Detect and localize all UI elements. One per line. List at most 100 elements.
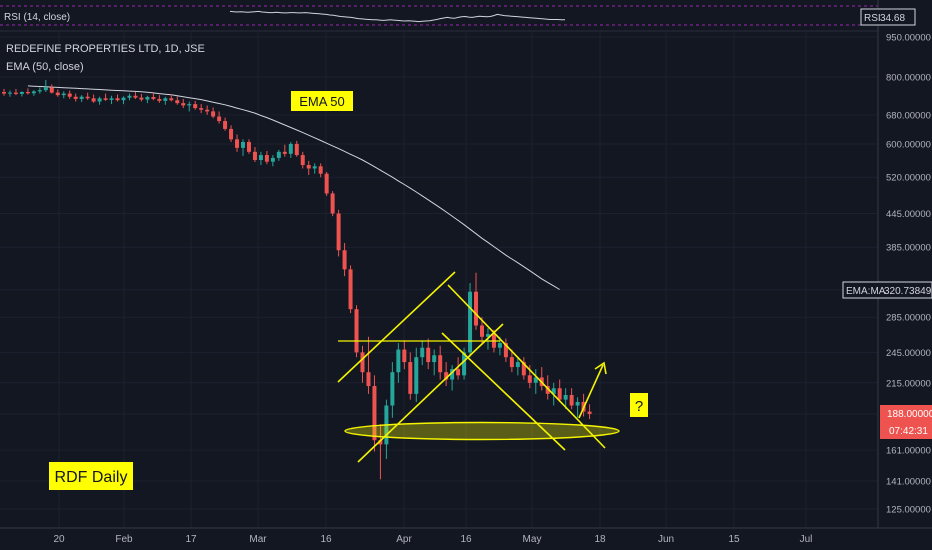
candle (217, 111, 222, 124)
price-scale[interactable]: 950.00000 800.00000 680.00000 600.00000 520.… (842, 0, 932, 528)
price-tick-label: 141.00000 (886, 476, 931, 487)
time-tick-label: 18 (594, 534, 606, 545)
candle (432, 349, 437, 376)
ema-legend[interactable]: EMA (50, close) (6, 61, 84, 73)
candle-body (7, 92, 12, 94)
ema-tag-value: 320.73849 (884, 286, 932, 297)
candle-body (569, 395, 574, 406)
price-tick-label: 125.00000 (886, 505, 931, 516)
support-zone-ellipse[interactable] (344, 421, 620, 441)
ema-label-background (291, 91, 353, 111)
candle-body (330, 193, 335, 214)
candle-body (246, 142, 251, 152)
candle-body (133, 95, 138, 98)
candle (235, 134, 240, 152)
candle-body (390, 372, 395, 406)
price-tick-label: 800.00000 (886, 72, 931, 83)
candle-body (426, 347, 431, 363)
symbol-legend[interactable]: REDEFINE PROPERTIES LTD, 1D, JSE (6, 43, 205, 55)
candle-body (163, 98, 168, 101)
candle (73, 93, 78, 102)
breakout-arrow-head[interactable] (594, 361, 607, 375)
candle-body (551, 388, 556, 394)
time-tick-label: Apr (396, 534, 412, 545)
candle (139, 93, 144, 102)
channel-lower-line[interactable] (441, 332, 566, 451)
candle (474, 272, 479, 330)
breakout-arrow-shaft[interactable] (578, 364, 604, 419)
ema-label-text: EMA 50 (299, 94, 345, 109)
candle (563, 388, 568, 410)
candle (205, 105, 210, 115)
candle (282, 144, 287, 157)
time-tick-label: 16 (320, 534, 332, 545)
candle (115, 94, 120, 102)
channel-upper-line[interactable] (447, 284, 606, 449)
candle-body (366, 372, 371, 387)
candle (480, 317, 484, 344)
rsi-pane[interactable]: RSI (14, close) (0, 0, 878, 30)
candle (109, 95, 114, 105)
title-box[interactable]: RDF Daily (49, 462, 133, 490)
candle (25, 88, 30, 95)
candle (103, 93, 108, 101)
triangle-left-lower-line[interactable] (357, 323, 504, 463)
candle (241, 139, 245, 156)
candle (336, 209, 341, 257)
candle-body (456, 369, 461, 376)
candle-body (563, 395, 568, 400)
ema-tag-label: EMA:MA (846, 286, 886, 297)
candle (97, 96, 102, 105)
candle-body (276, 151, 281, 158)
candle-body (402, 349, 407, 363)
triangle-left-upper-line[interactable] (337, 271, 456, 383)
candle (264, 151, 269, 165)
question-box[interactable]: ? (630, 393, 648, 417)
candle-body (229, 128, 234, 140)
rsi-tag-label: RSI (864, 13, 881, 24)
price-tick-label: 950.00000 (886, 33, 931, 44)
candle (288, 142, 293, 158)
drawings[interactable] (337, 271, 620, 463)
title-box-background (49, 462, 133, 490)
candle-body (25, 92, 30, 94)
candle-body (587, 411, 592, 415)
candle-body (420, 347, 425, 358)
candle (19, 91, 24, 97)
candle (408, 352, 413, 400)
candle-body (521, 362, 526, 376)
candle (360, 345, 365, 383)
candle-body (527, 375, 532, 383)
last-price-box (880, 405, 932, 439)
candle (175, 96, 180, 105)
candle-body (91, 98, 96, 102)
candle-body (497, 343, 502, 348)
time-tick-label: Jun (658, 534, 674, 545)
candle-body (414, 357, 419, 394)
candle-body (43, 87, 48, 91)
candle (456, 357, 461, 380)
candle (569, 388, 574, 410)
candle-body (139, 97, 144, 100)
time-axis[interactable]: 20 Feb 17 Mar 16 Apr 16 May 18 Jun 15 Jul (0, 527, 932, 550)
candle-body (205, 109, 210, 112)
ema-line-group (27, 85, 560, 290)
last-price-value: 188.00000 (887, 409, 932, 420)
ema-label-box[interactable]: EMA 50 (291, 91, 353, 111)
candle-body (85, 96, 90, 99)
candle (420, 340, 425, 366)
candle (37, 87, 42, 94)
candle (13, 88, 18, 96)
candle-body (187, 104, 192, 106)
candle (300, 151, 305, 169)
candle-body (480, 325, 484, 337)
candle (270, 155, 275, 167)
candle (43, 79, 48, 93)
candle (85, 92, 90, 100)
candle-body (31, 91, 36, 94)
candle-body (324, 173, 329, 194)
candle-body (515, 362, 520, 368)
candle (133, 92, 138, 99)
candle (55, 89, 60, 97)
candle-body (342, 250, 347, 270)
